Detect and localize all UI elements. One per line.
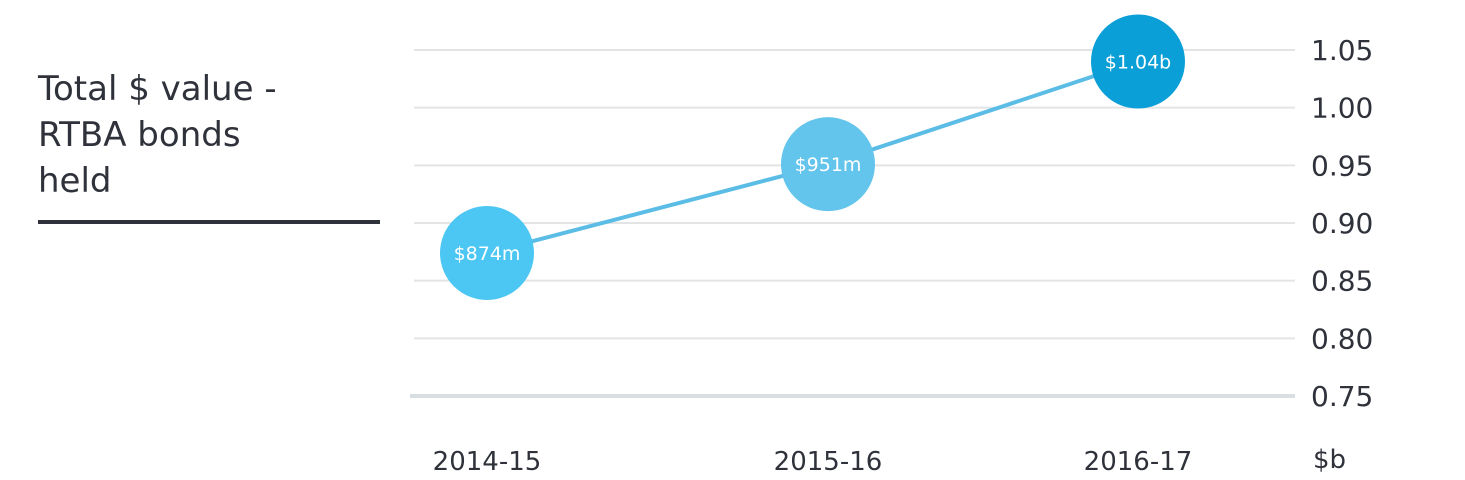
data-point <box>440 205 534 300</box>
title-underline <box>38 220 380 224</box>
y-tick-label: 0.80 <box>1311 322 1373 355</box>
y-tick-label: 0.75 <box>1311 380 1373 413</box>
y-unit-label: $b <box>1313 445 1346 475</box>
data-point <box>1091 14 1185 109</box>
data-label: $874m <box>454 243 521 265</box>
x-category-label: 2014-15 <box>433 447 542 477</box>
chart-title: Total $ value - RTBA bonds held <box>38 69 277 201</box>
data-label: $1.04b <box>1105 52 1171 74</box>
y-tick-label: 0.85 <box>1311 265 1373 298</box>
y-tick-label: 1.00 <box>1311 92 1373 125</box>
x-category-label: 2015-16 <box>774 447 883 477</box>
data-point <box>781 117 875 212</box>
y-tick-label: 0.90 <box>1311 207 1373 240</box>
y-tick-label: 1.05 <box>1311 34 1373 67</box>
chart-title-block: Total $ value - RTBA bonds held <box>38 66 383 204</box>
x-category-label: 2016-17 <box>1084 447 1193 477</box>
y-tick-label: 0.95 <box>1311 149 1373 182</box>
data-label: $951m <box>795 154 862 176</box>
